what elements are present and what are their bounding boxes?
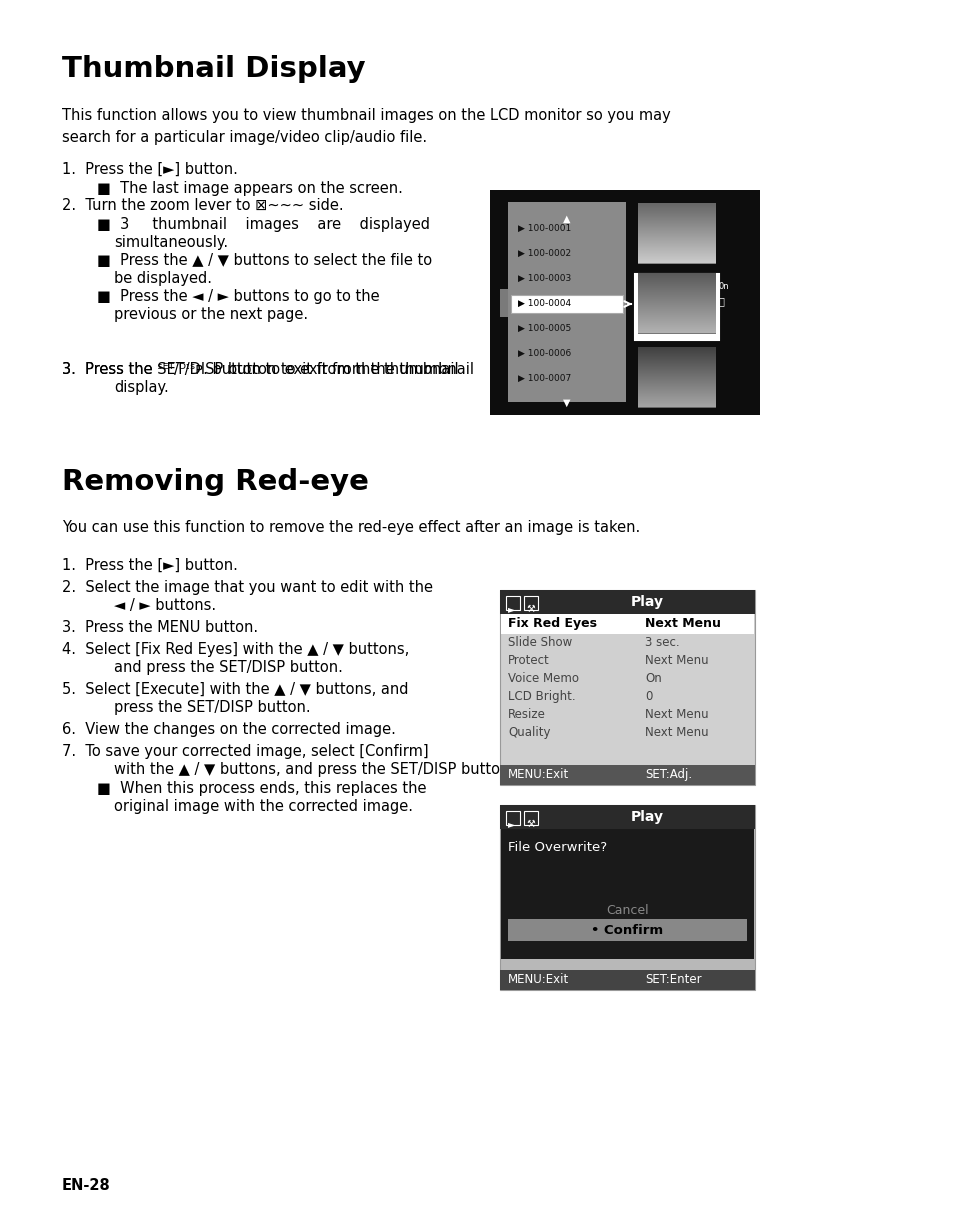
Text: Thumbnail Display: Thumbnail Display bbox=[62, 55, 365, 83]
Text: 0n: 0n bbox=[719, 282, 729, 292]
Text: SET:Adj.: SET:Adj. bbox=[644, 769, 691, 781]
Text: Quality: Quality bbox=[507, 726, 550, 739]
Bar bbox=[505, 597, 519, 610]
Text: Voice Memo: Voice Memo bbox=[507, 672, 578, 684]
Text: • Confirm: • Confirm bbox=[591, 924, 663, 937]
Bar bbox=[507, 203, 625, 403]
Text: You can use this function to remove the red-eye effect after an image is taken.: You can use this function to remove the … bbox=[62, 520, 639, 536]
Bar bbox=[635, 274, 719, 340]
Text: Next Menu: Next Menu bbox=[644, 708, 708, 721]
Bar bbox=[523, 811, 537, 825]
Text: Next Menu: Next Menu bbox=[644, 726, 708, 739]
Text: ▶ 100-0002: ▶ 100-0002 bbox=[517, 249, 571, 257]
Text: Play: Play bbox=[630, 810, 663, 824]
Text: ■  When this process ends, this replaces the: ■ When this process ends, this replaces … bbox=[97, 781, 426, 795]
Text: original image with the corrected image.: original image with the corrected image. bbox=[113, 799, 413, 814]
Text: be displayed.: be displayed. bbox=[113, 271, 212, 285]
Text: 5.  Select [Execute] with the ▲ / ▼ buttons, and: 5. Select [Execute] with the ▲ / ▼ butto… bbox=[62, 682, 408, 697]
Text: ▲: ▲ bbox=[562, 214, 570, 224]
Bar bbox=[500, 830, 753, 959]
Text: Slide Show: Slide Show bbox=[507, 636, 572, 649]
Text: and press the SET/DISP button.: and press the SET/DISP button. bbox=[113, 660, 342, 675]
Text: Cancel: Cancel bbox=[605, 904, 648, 917]
Text: ▶ 100-0004: ▶ 100-0004 bbox=[517, 299, 571, 307]
Text: 2.  Select the image that you want to edit with the: 2. Select the image that you want to edi… bbox=[62, 580, 433, 595]
Text: 3.  Press the SET/DISP button to exit from the thumbnail: 3. Press the SET/DISP button to exit fro… bbox=[62, 362, 474, 377]
Text: LCD Bright.: LCD Bright. bbox=[507, 691, 575, 703]
Bar bbox=[500, 614, 753, 634]
Text: Play: Play bbox=[630, 595, 663, 609]
Bar bbox=[638, 348, 716, 407]
Text: This function allows you to view thumbnail images on the LCD monitor so you may
: This function allows you to view thumbna… bbox=[62, 109, 670, 145]
Text: File Overwrite?: File Overwrite? bbox=[507, 841, 606, 854]
Bar bbox=[490, 190, 760, 415]
Text: ◄ / ► buttons.: ◄ / ► buttons. bbox=[113, 598, 216, 612]
Text: Next Menu: Next Menu bbox=[644, 617, 720, 630]
Text: Removing Red-eye: Removing Red-eye bbox=[62, 468, 369, 497]
Text: ■  The last image appears on the screen.: ■ The last image appears on the screen. bbox=[97, 181, 402, 196]
Text: display.: display. bbox=[113, 379, 169, 395]
Bar bbox=[638, 204, 716, 264]
Text: Next Menu: Next Menu bbox=[644, 654, 708, 667]
Text: ▼: ▼ bbox=[562, 398, 570, 407]
Text: SET:Enter: SET:Enter bbox=[644, 974, 700, 986]
Text: MENU:Exit: MENU:Exit bbox=[507, 974, 569, 986]
Text: 4.  Select [Fix Red Eyes] with the ▲ / ▼ buttons,: 4. Select [Fix Red Eyes] with the ▲ / ▼ … bbox=[62, 642, 409, 658]
Text: 🎤: 🎤 bbox=[719, 296, 724, 306]
Text: ▶ 100-0005: ▶ 100-0005 bbox=[517, 325, 571, 333]
Text: 3.  Press the ˢᴱᵀ/ᴰᶦˢᴘ. button to exit from the thumbnail: 3. Press the ˢᴱᵀ/ᴰᶦˢᴘ. button to exit fr… bbox=[62, 362, 458, 377]
Text: On: On bbox=[644, 672, 661, 684]
Text: MENU:Exit: MENU:Exit bbox=[507, 769, 569, 781]
Bar bbox=[499, 289, 507, 317]
Text: previous or the next page.: previous or the next page. bbox=[113, 307, 308, 322]
Text: Protect: Protect bbox=[507, 654, 549, 667]
Bar bbox=[499, 590, 754, 784]
Bar bbox=[511, 295, 622, 314]
Text: ►: ► bbox=[507, 819, 515, 830]
Text: ■  Press the ▲ / ▼ buttons to select the file to: ■ Press the ▲ / ▼ buttons to select the … bbox=[97, 253, 432, 268]
Text: 0: 0 bbox=[644, 691, 652, 703]
Text: Resize: Resize bbox=[507, 708, 545, 721]
Text: with the ▲ / ▼ buttons, and press the SET/DISP button.: with the ▲ / ▼ buttons, and press the SE… bbox=[113, 762, 514, 777]
Text: ■  3     thumbnail    images    are    displayed: ■ 3 thumbnail images are displayed bbox=[97, 217, 430, 232]
Text: 1.  Press the [►] button.: 1. Press the [►] button. bbox=[62, 558, 237, 573]
Bar bbox=[523, 597, 537, 610]
Bar bbox=[499, 765, 754, 784]
Bar bbox=[499, 970, 754, 989]
Text: 2.  Turn the zoom lever to ⊠∼∼∼ side.: 2. Turn the zoom lever to ⊠∼∼∼ side. bbox=[62, 198, 343, 214]
Text: ▶ 100-0006: ▶ 100-0006 bbox=[517, 349, 571, 357]
Text: ▶ 100-0001: ▶ 100-0001 bbox=[517, 224, 571, 233]
Bar bbox=[499, 590, 754, 614]
Text: Fix Red Eyes: Fix Red Eyes bbox=[507, 617, 597, 630]
Text: ▶ 100-0003: ▶ 100-0003 bbox=[517, 274, 571, 283]
Bar bbox=[507, 919, 746, 941]
Text: ■  Press the ◄ / ► buttons to go to the: ■ Press the ◄ / ► buttons to go to the bbox=[97, 289, 379, 304]
Text: 6.  View the changes on the corrected image.: 6. View the changes on the corrected ima… bbox=[62, 722, 395, 737]
Text: 3 sec.: 3 sec. bbox=[644, 636, 679, 649]
Text: press the SET/DISP button.: press the SET/DISP button. bbox=[113, 700, 311, 715]
Bar bbox=[499, 805, 754, 989]
Text: simultaneously.: simultaneously. bbox=[113, 235, 228, 250]
Bar bbox=[499, 805, 754, 830]
Text: 3.  Press the MENU button.: 3. Press the MENU button. bbox=[62, 620, 258, 634]
Text: EN-28: EN-28 bbox=[62, 1179, 111, 1193]
Text: 7.  To save your corrected image, select [Confirm]: 7. To save your corrected image, select … bbox=[62, 744, 428, 759]
Text: ►: ► bbox=[507, 604, 515, 614]
Bar bbox=[638, 274, 716, 334]
Text: 1.  Press the [►] button.: 1. Press the [►] button. bbox=[62, 162, 237, 177]
Text: ▶ 100-0007: ▶ 100-0007 bbox=[517, 375, 571, 383]
Text: ⚒: ⚒ bbox=[526, 604, 536, 614]
Text: ⚒: ⚒ bbox=[526, 819, 536, 830]
Bar bbox=[505, 811, 519, 825]
